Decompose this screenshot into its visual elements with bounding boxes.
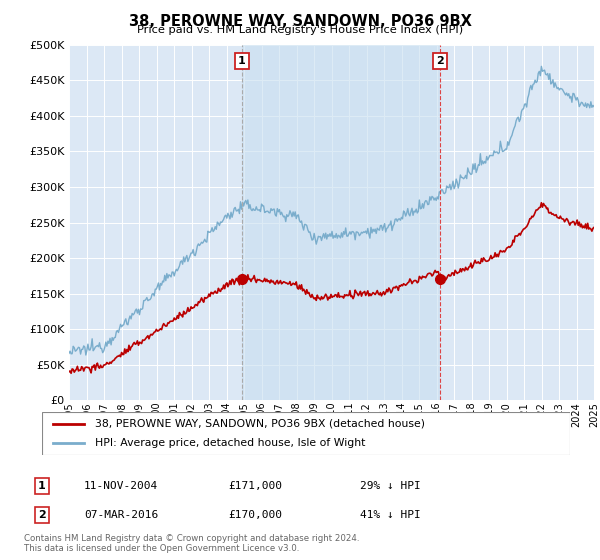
Text: £171,000: £171,000 (228, 481, 282, 491)
Text: 29% ↓ HPI: 29% ↓ HPI (360, 481, 421, 491)
Text: 11-NOV-2004: 11-NOV-2004 (84, 481, 158, 491)
FancyBboxPatch shape (42, 412, 570, 455)
Text: 38, PEROWNE WAY, SANDOWN, PO36 9BX (detached house): 38, PEROWNE WAY, SANDOWN, PO36 9BX (deta… (95, 419, 425, 429)
Text: 1: 1 (238, 56, 245, 66)
Text: 41% ↓ HPI: 41% ↓ HPI (360, 510, 421, 520)
Text: 2: 2 (436, 56, 443, 66)
Text: 2: 2 (38, 510, 46, 520)
Text: 07-MAR-2016: 07-MAR-2016 (84, 510, 158, 520)
Text: 38, PEROWNE WAY, SANDOWN, PO36 9BX: 38, PEROWNE WAY, SANDOWN, PO36 9BX (128, 14, 472, 29)
Text: Contains HM Land Registry data © Crown copyright and database right 2024.
This d: Contains HM Land Registry data © Crown c… (24, 534, 359, 553)
Text: £170,000: £170,000 (228, 510, 282, 520)
Bar (242, 45, 440, 400)
Text: 1: 1 (38, 481, 46, 491)
Text: HPI: Average price, detached house, Isle of Wight: HPI: Average price, detached house, Isle… (95, 438, 365, 448)
Text: Price paid vs. HM Land Registry's House Price Index (HPI): Price paid vs. HM Land Registry's House … (137, 25, 463, 35)
